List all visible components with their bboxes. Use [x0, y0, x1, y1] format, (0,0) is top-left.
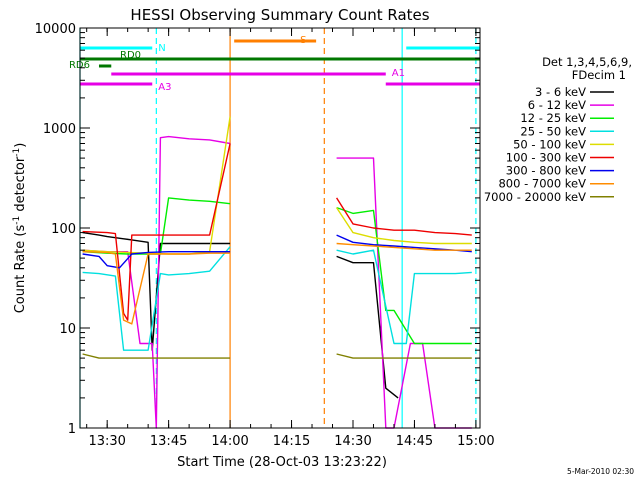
legend-entry-label: 800 - 7000 keV: [498, 177, 586, 191]
x-tick-label: 13:45: [150, 434, 187, 449]
flag-label-a3: A3: [158, 82, 171, 93]
y-tick-label: 1000: [43, 122, 76, 137]
flag-label-a1: A1: [392, 68, 405, 79]
y-axis-label-main: Count Rate (s: [13, 225, 28, 314]
x-tick-label: 15:00: [457, 434, 494, 449]
x-tick-label: 14:30: [334, 434, 371, 449]
x-tick-label: 14:45: [396, 434, 433, 449]
timestamp-label: 5-Mar-2010 02:30: [567, 467, 634, 476]
legend-entry-label: 100 - 300 keV: [506, 151, 586, 165]
y-axis-label: Count Rate (s-1 detector-1): [12, 143, 28, 314]
y-tick-label: 1: [68, 422, 76, 437]
chart-title: HESSI Observing Summary Count Rates: [130, 6, 429, 24]
series-line-8: [82, 353, 472, 359]
y-axis-label-mid: detector: [13, 156, 28, 216]
y-axis: 1 10 100 1000 10000: [35, 22, 480, 437]
y-axis-label-sup1: -1: [12, 216, 22, 225]
legend-header-line2: FDecim 1: [572, 68, 626, 82]
x-axis: 13:30 13:45 14:00 14:15 14:30 14:45 15:00: [86, 28, 495, 449]
legend-entry-label: 50 - 100 keV: [513, 137, 586, 151]
series-line-7: [82, 242, 472, 325]
legend-header-line1: Det 1,3,4,5,6,9,: [542, 55, 632, 69]
y-axis-label-end: ): [13, 143, 28, 148]
x-tick-label: 14:00: [211, 434, 248, 449]
y-tick-label: 100: [51, 222, 76, 237]
y-tick-label: 10000: [35, 22, 76, 37]
series-line-0: [82, 231, 399, 399]
flag-label-rd6: RD6: [69, 60, 90, 71]
flag-label-rd0: RD0: [120, 50, 141, 61]
legend-entry-label: 25 - 50 keV: [520, 124, 586, 138]
legend-entry-label: 300 - 800 keV: [506, 164, 586, 178]
x-tick-label: 13:30: [88, 434, 125, 449]
legend-entry-label: 6 - 12 keV: [528, 98, 586, 112]
x-tick-label: 14:15: [273, 434, 310, 449]
legend-entry-label: 12 - 25 keV: [520, 111, 586, 125]
series-line-3: [82, 246, 472, 351]
legend-entry-label: 3 - 6 keV: [535, 85, 586, 99]
x-axis-label: Start Time (28-Oct-03 13:23:22): [177, 455, 387, 470]
y-axis-label-sup2: -1: [12, 148, 22, 157]
legend-entry-label: 7000 - 20000 keV: [484, 190, 586, 204]
series-line-5: [82, 143, 472, 321]
y-tick-label: 10: [59, 322, 76, 337]
flag-label-n: N: [158, 43, 165, 54]
flag-label-s: S: [300, 35, 306, 46]
